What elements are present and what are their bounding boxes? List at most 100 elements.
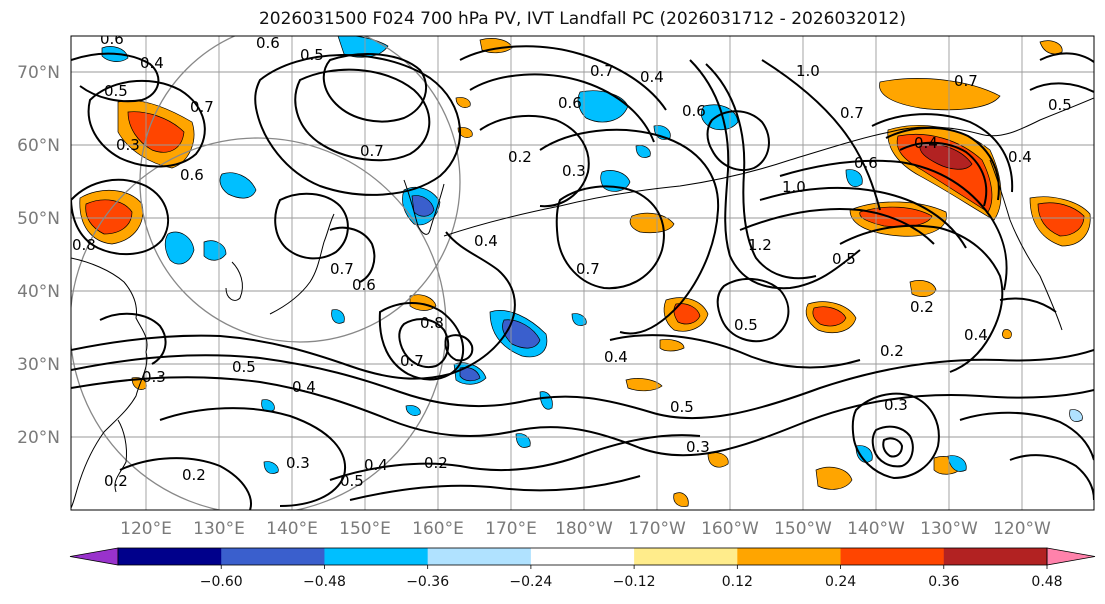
colorbar-segment [634,548,738,565]
contour-line [71,349,1094,420]
shade-blue-blob [635,145,651,158]
contour-label: 0.4 [604,348,628,366]
shade-orange-blob [1002,329,1012,339]
contour-label: 0.2 [508,148,532,166]
contour-label: 0.8 [72,236,96,254]
contour-line [899,141,988,207]
shade-orange-blob [707,452,729,468]
contour-labels: 0.6 0.5 0.4 0.3 0.7 0.6 0.5 0.6 0.7 0.2 … [72,30,1072,490]
colorbar-segment [427,548,532,565]
contour-line [1029,82,1094,93]
contour-label: 0.5 [734,316,758,334]
colorbar-segment [530,548,635,565]
colorbar-tick-label: 0.48 [1031,574,1062,590]
contour-line [555,185,665,290]
contour-line [119,457,252,510]
coastline-philippines [114,419,127,493]
lon-label: 160°W [701,519,759,539]
shade-light-blue-blob [1069,409,1083,422]
contour-label: 0.5 [832,250,856,268]
colorbar-tick-label: −0.48 [303,574,346,590]
shade-orange-blob [455,97,471,108]
lon-label: 180°W [555,519,613,539]
colorbar-segment [221,548,325,565]
contour-line [398,318,450,368]
colorbar-tick-label: −0.36 [406,574,449,590]
colorbar-segment [840,548,945,565]
contour-label: 0.7 [840,104,864,122]
contour-label: 0.4 [964,326,988,344]
lat-label: 70°N [17,63,60,83]
shade-orange-blob [1039,40,1063,55]
contour-label: 0.7 [590,62,614,80]
contour-line [159,407,347,507]
lon-label: 120°W [993,519,1051,539]
colorbar-outline [117,547,1048,566]
contour-line [739,207,935,245]
coastline-asia [71,257,148,509]
pv-contours [71,45,1094,510]
contour-label: 0.2 [104,472,128,490]
contour-label: 0.6 [558,94,582,112]
contour-line [706,110,770,171]
colorbar-tick-label: 0.36 [928,574,959,590]
contour-label: 0.2 [880,342,904,360]
lat-label: 50°N [17,209,60,229]
contour-line [609,334,861,369]
shade-orange-blob [815,466,853,490]
contour-label: 0.7 [954,72,978,90]
colorbar-segment [737,548,842,565]
contour-line [71,376,1094,457]
contour-label: 0.2 [910,298,934,316]
lon-label: 120°E [120,519,172,539]
map-frame [70,35,1095,511]
shade-blue-blob [947,455,967,472]
contour-label: 0.4 [914,134,938,152]
contour-line [539,128,720,335]
coastline-kamchatka [403,179,445,235]
lon-label: 130°W [920,519,978,539]
contour-label: 0.7 [190,98,214,116]
shade-dark-blue-blob [459,367,481,382]
shade-red-blob [127,111,185,153]
contour-label: 0.4 [292,378,316,396]
contour-line [959,411,1094,461]
shade-blue-blob [539,391,553,410]
coastline-aleutians [443,159,791,237]
contour-line [469,73,655,143]
contour-label: 0.4 [1008,148,1032,166]
contour-label: 0.2 [424,454,448,472]
lon-label: 150°W [774,519,832,539]
lat-label: 30°N [17,355,60,375]
map-title: 2026031500 F024 700 hPa PV, IVT Landfall… [258,9,906,29]
contour-line [871,113,1014,193]
contour-label: 0.3 [116,136,140,154]
shade-dark-blue-blob [502,319,541,349]
contour-label: 0.4 [364,456,388,474]
contour-line [274,192,349,260]
shade-orange-blob [625,378,663,392]
contour-line [294,68,431,162]
contour-label: 1.0 [782,178,806,196]
colorbar-extend-low [69,547,119,566]
contour-line [87,79,206,168]
colorbar-tick-label: 0.24 [825,574,856,590]
lat-label: 60°N [17,136,60,156]
shade-red-blob [85,199,133,235]
lon-axis: 120°E 130°E 140°E 150°E 160°E 170°E 180°… [120,519,1051,539]
map-panel: 0.6 0.5 0.4 0.3 0.7 0.6 0.5 0.6 0.7 0.2 … [71,30,1094,510]
colorbar-segment [118,548,222,565]
contour-line [349,475,641,501]
contour-label: 0.6 [100,30,124,48]
coastline-korea [225,261,243,301]
contour-line [882,437,904,458]
reference-circle-west [71,137,447,510]
shade-red-blob [673,303,701,325]
colorbar-tick-label: −0.12 [613,574,656,590]
lat-axis: 70°N 60°N 50°N 40°N 30°N 20°N [17,63,60,448]
contour-label: 0.6 [180,166,204,184]
contour-label: 0.7 [576,260,600,278]
reference-circles [71,36,461,510]
shade-blue-blob [261,399,275,412]
